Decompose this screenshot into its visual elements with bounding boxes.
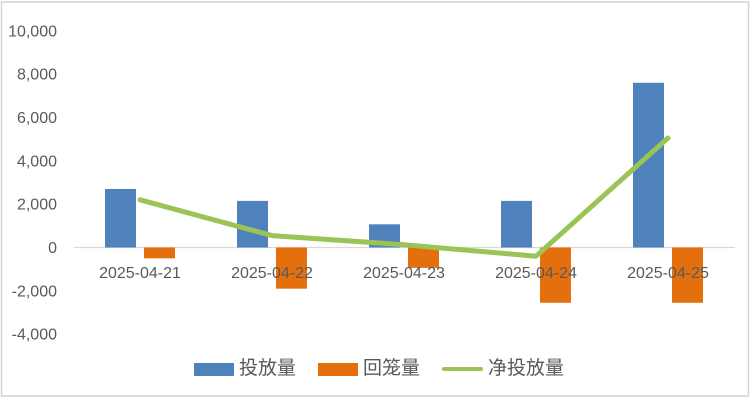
legend-label-injection-volume: 投放量	[238, 358, 296, 379]
x-tick-label-2025-04-25: 2025-04-25	[627, 265, 709, 282]
bar-withdrawal-volume-2025-04-24	[540, 247, 571, 303]
bar-withdrawal-volume-2025-04-22	[276, 247, 307, 289]
x-tick-label-2025-04-24: 2025-04-24	[495, 265, 577, 282]
y-tick-label-6,000: 6,000	[17, 110, 57, 127]
y-tick-label-4,000: 4,000	[17, 153, 57, 170]
y-tick-label-2,000: 2,000	[17, 197, 57, 214]
legend-label-withdrawal-volume: 回笼量	[362, 358, 420, 379]
x-tick-label-2025-04-23: 2025-04-23	[363, 265, 445, 282]
chart-legend: 投放量 回笼量 净投放量	[0, 359, 752, 379]
bar-injection-volume-2025-04-21	[105, 188, 136, 248]
withdrawal-volume-swatch-icon	[317, 362, 358, 376]
y-tick-label-0: 0	[48, 240, 57, 257]
y-tick-label-8,000: 8,000	[17, 67, 57, 84]
x-tick-label-2025-04-22: 2025-04-22	[231, 265, 313, 282]
injection-volume-swatch-icon	[193, 362, 234, 376]
y-tick-label--2,000: -2,000	[12, 283, 57, 300]
legend-label-net-injection-volume: 净投放量	[488, 358, 565, 379]
bar-withdrawal-volume-2025-04-21	[144, 247, 175, 259]
bar-withdrawal-volume-2025-04-23	[408, 247, 439, 268]
bar-withdrawal-volume-2025-04-25	[672, 247, 703, 303]
y-tick-label--4,000: -4,000	[12, 327, 57, 344]
legend-item-injection-volume: 投放量	[193, 358, 296, 379]
legend-item-net-injection-volume: 净投放量	[442, 359, 564, 379]
net-injection-line-swatch-icon	[442, 367, 483, 371]
y-tick-label-10,000: 10,000	[8, 23, 57, 40]
net-injection-line	[137, 135, 671, 259]
legend-item-withdrawal-volume: 回笼量	[317, 358, 420, 379]
bar-injection-volume-2025-04-22	[237, 200, 268, 248]
bar-injection-volume-2025-04-24	[501, 200, 532, 248]
x-tick-label-2025-04-21: 2025-04-21	[99, 265, 181, 282]
